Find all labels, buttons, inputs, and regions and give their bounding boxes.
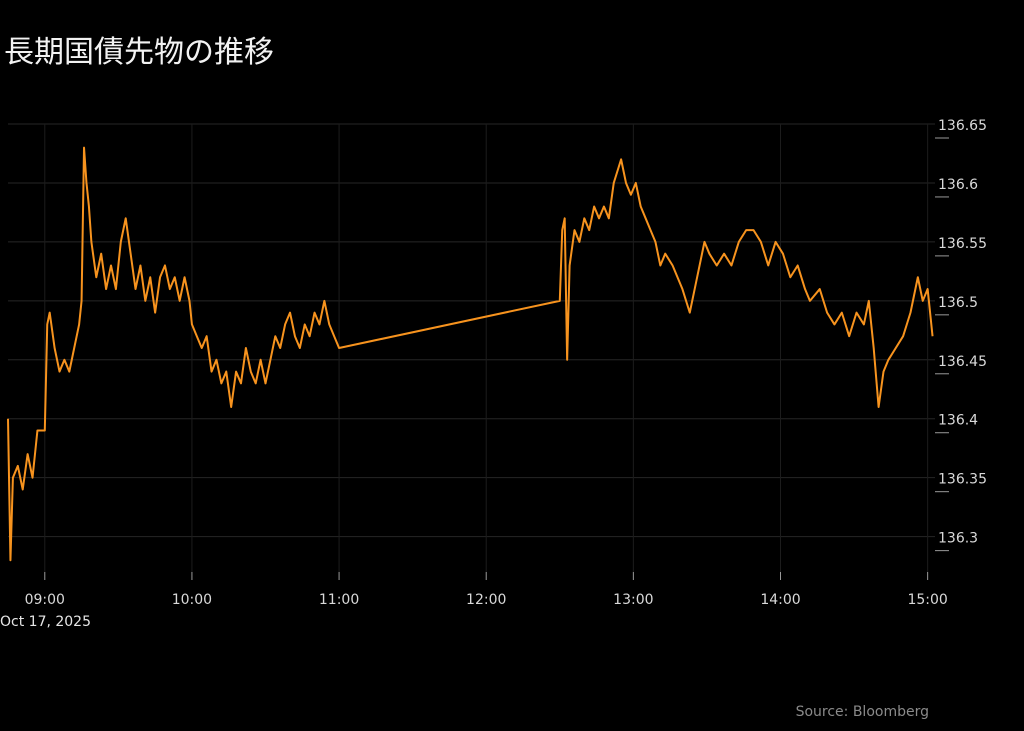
y-tick-label: 136.4 [938,413,978,429]
y-tick-label: 136.65 [938,118,987,134]
x-tick-label: 14:00 [760,592,800,608]
y-tick-label: 136.6 [938,177,978,193]
price-line [7,146,934,562]
date-label: Oct 17, 2025 [0,614,91,630]
x-tick-label: 10:00 [172,592,212,608]
source-note: Source: Bloomberg [796,704,929,720]
y-tick-label: 136.3 [938,531,978,547]
x-tick-label: 15:00 [907,592,947,608]
y-tick-label: 136.35 [938,472,987,488]
x-tick-label: 09:00 [25,592,65,608]
x-tick-label: 12:00 [466,592,506,608]
y-tick-label: 136.55 [938,236,987,252]
y-tick-label: 136.5 [938,295,978,311]
y-tick-label: 136.45 [938,354,987,370]
chart-title: 長期国債先物の推移 [4,35,274,70]
x-tick-label: 11:00 [319,592,359,608]
x-tick-label: 13:00 [613,592,653,608]
